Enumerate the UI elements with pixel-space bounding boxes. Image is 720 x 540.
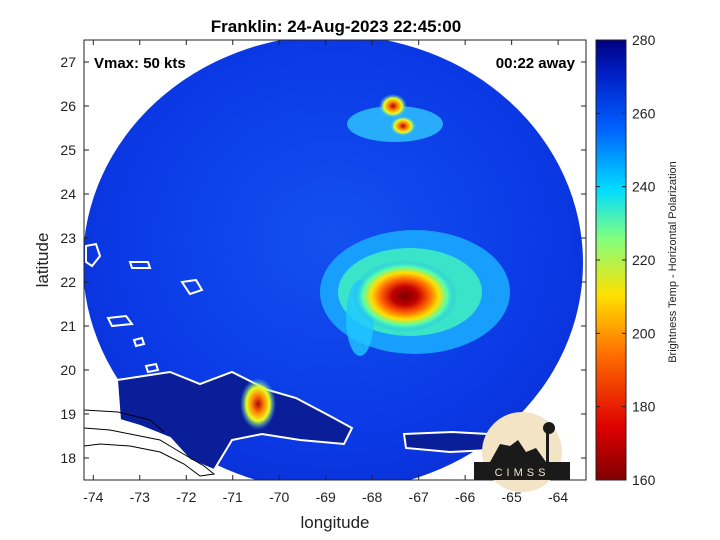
colorbar-ticks: 160 180 200 220 240 260 280 (596, 32, 656, 488)
island-3 (180, 278, 204, 296)
microwave-swath (84, 40, 583, 480)
logo-text: CIMSS (495, 467, 550, 479)
colorbar-tick-label: 180 (632, 399, 656, 415)
y-tick-label: 23 (60, 230, 76, 246)
swath-group (84, 40, 583, 480)
island-1 (85, 242, 102, 268)
y-tick-label: 21 (60, 318, 76, 334)
chart-title: Franklin: 24-Aug-2023 22:45:00 (211, 17, 461, 36)
x-tick-label: -72 (176, 489, 196, 505)
y-tick-label: 20 (60, 362, 76, 378)
x-tick-label: -74 (83, 489, 103, 505)
x-tick-label: -73 (130, 489, 150, 505)
x-axis-ticks: -74 -73 -72 -71 -70 -69 -68 -67 -66 -65 -64 (83, 40, 568, 505)
plot-frame (83, 39, 587, 481)
puerto-rico-land (402, 430, 492, 454)
x-tick-label: -68 (362, 489, 382, 505)
x-tick-label: -64 (548, 489, 568, 505)
colorbar-tick-label: 220 (632, 252, 656, 268)
y-tick-label: 22 (60, 274, 76, 290)
colorbar-tick-label: 280 (632, 32, 656, 48)
cuba-coast (84, 427, 216, 477)
colorbar: 160 180 200 220 240 260 280 Brightness Temp - … (595, 32, 679, 488)
colorbar-tick-label: 160 (632, 472, 656, 488)
island-6 (144, 362, 160, 374)
x-axis-label: longitude (300, 513, 369, 532)
colorbar-tick-label: 260 (632, 105, 656, 121)
x-tick-label: -71 (223, 489, 243, 505)
colorbar-gradient (595, 39, 627, 481)
x-tick-label: -67 (409, 489, 429, 505)
colorbar-tick-label: 240 (632, 179, 656, 195)
north-cell-2 (390, 116, 416, 136)
island-5 (132, 336, 146, 348)
colorbar-label: Brightness Temp - Horizontal Polarizatio… (667, 161, 679, 363)
y-axis-label: latitude (33, 233, 52, 288)
x-tick-label: -69 (316, 489, 336, 505)
y-tick-label: 27 (60, 54, 76, 70)
hispaniola-convection (240, 378, 276, 430)
y-tick-label: 25 (60, 142, 76, 158)
y-tick-label: 19 (60, 406, 76, 422)
x-tick-label: -66 (455, 489, 475, 505)
y-tick-label: 24 (60, 186, 76, 202)
time-away-annotation: 00:22 away (496, 55, 576, 72)
cuba-coast-2 (84, 409, 165, 433)
island-4 (106, 314, 134, 328)
north-cell-1 (379, 94, 407, 118)
vmax-annotation: Vmax: 50 kts (94, 55, 186, 72)
island-2 (128, 261, 152, 269)
franklin-core (353, 260, 457, 332)
x-tick-label: -70 (269, 489, 289, 505)
colorbar-tick-label: 200 (632, 325, 656, 341)
cimss-logo: CIMSS (474, 412, 570, 492)
y-tick-label: 26 (60, 98, 76, 114)
y-axis-ticks: 18 19 20 21 22 23 24 25 26 27 (60, 54, 586, 466)
plot-area (83, 39, 587, 481)
x-tick-label: -65 (502, 489, 522, 505)
hispaniola-land (115, 370, 354, 472)
y-tick-label: 18 (60, 450, 76, 466)
